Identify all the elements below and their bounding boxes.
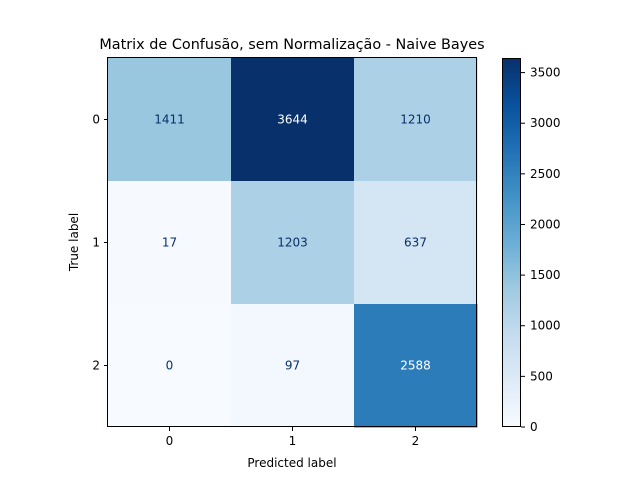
x-axis-label: Predicted label: [247, 456, 336, 470]
y-tick-label: 1: [92, 236, 100, 250]
colorbar-ticks: 0 500 1000 1500 2000 2500 3000 3500: [521, 66, 561, 434]
colorbar-tick-label: 2500: [530, 167, 561, 181]
colorbar-tick-label: 1000: [530, 319, 561, 333]
colorbar-tick-label: 3500: [530, 66, 561, 80]
matrix-cell: [354, 58, 478, 182]
matrix-cell: [108, 181, 232, 305]
colorbar-tick-label: 2000: [530, 217, 561, 231]
cell-value-label: 1411: [154, 113, 185, 127]
matrix-cell: [108, 58, 232, 182]
y-axis-label: True label: [67, 213, 81, 272]
cell-value-label: 1210: [400, 113, 431, 127]
cell-value-label: 3644: [277, 113, 308, 127]
x-tick-label: 1: [289, 434, 297, 448]
x-tick-label: 2: [412, 434, 420, 448]
cell-value-label: 1203: [277, 236, 308, 250]
matrix-cell: [231, 58, 355, 182]
colorbar-tick-label: 1500: [530, 268, 561, 282]
matrix-cell: [354, 181, 478, 305]
cell-value-label: 17: [162, 236, 177, 250]
matrix-cell: [231, 304, 355, 428]
cell-value-label: 637: [404, 236, 427, 250]
matrix-cell: [108, 304, 232, 428]
matrix-cell: [354, 304, 478, 428]
matrix-cells: [108, 58, 478, 428]
y-tick-label: 2: [92, 359, 100, 373]
colorbar-tick-label: 500: [530, 369, 553, 383]
cell-value-label: 2588: [400, 359, 431, 373]
cell-value-label: 0: [166, 359, 174, 373]
chart-title: Matrix de Confusão, sem Normalização - N…: [99, 37, 484, 53]
colorbar-tick-label: 3000: [530, 116, 561, 130]
cell-value-label: 97: [285, 359, 300, 373]
matrix-cell-labels: 1411 3644 1210 17 1203 637 0 97 2588: [154, 113, 431, 373]
colorbar: [502, 58, 521, 427]
colorbar-tick-label: 0: [530, 420, 538, 434]
colorbar-frame: [502, 58, 521, 427]
y-axis-ticks: 0 1 2: [92, 113, 108, 373]
x-tick-label: 0: [166, 434, 174, 448]
y-tick-label: 0: [92, 113, 100, 127]
matrix-cell: [231, 181, 355, 305]
x-axis-ticks: 0 1 2: [166, 427, 420, 448]
